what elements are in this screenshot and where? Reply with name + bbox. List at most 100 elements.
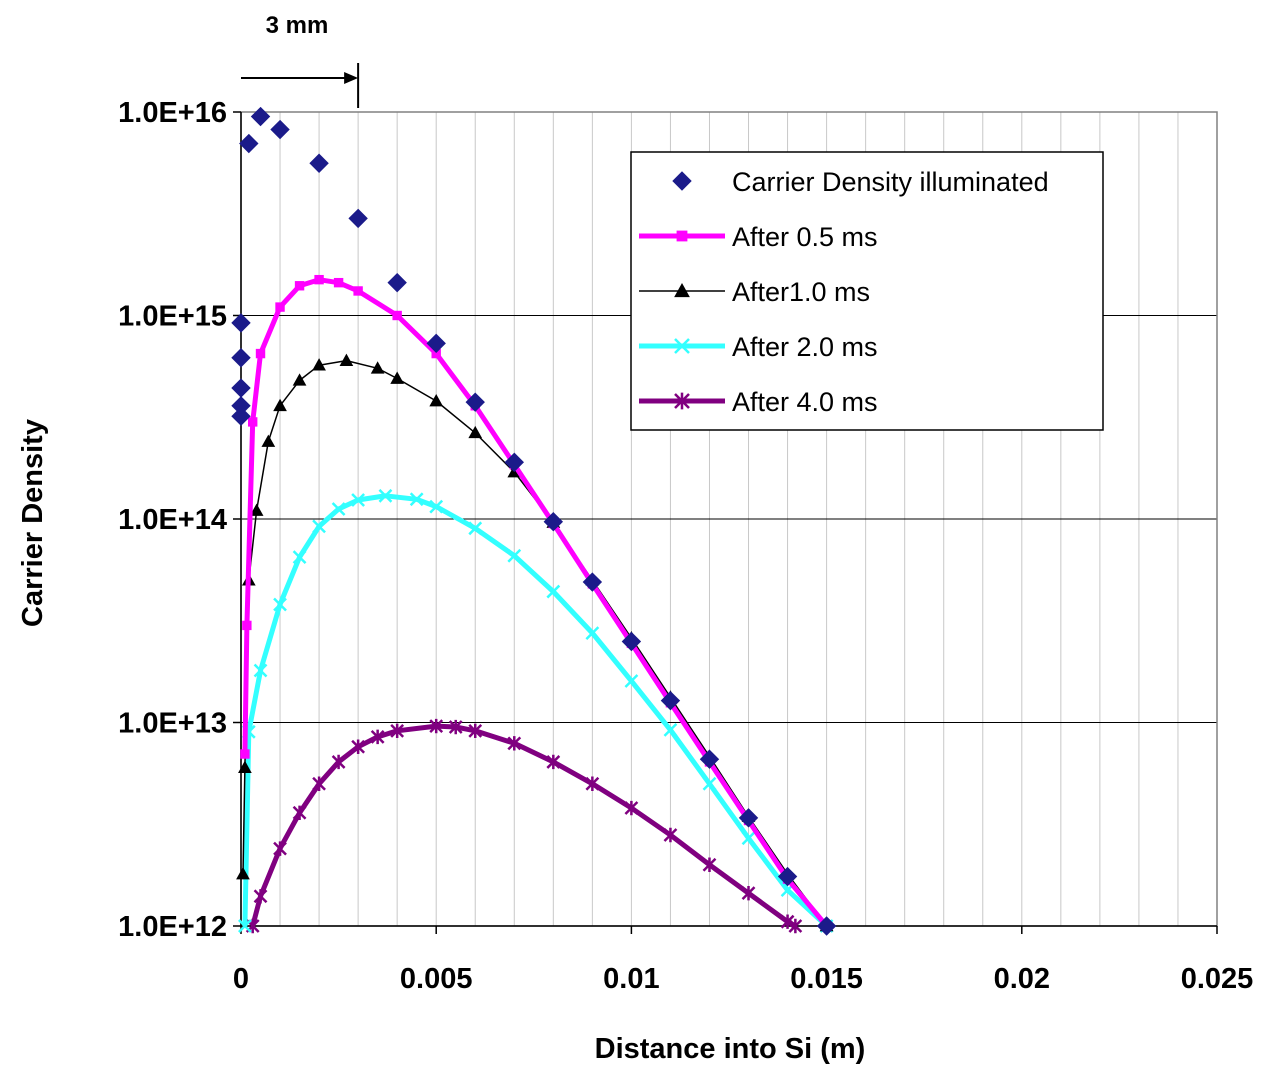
data-point bbox=[741, 885, 756, 901]
data-point bbox=[333, 277, 344, 288]
data-point bbox=[468, 425, 483, 439]
legend-marker bbox=[674, 338, 690, 354]
data-point bbox=[250, 106, 271, 127]
data-point bbox=[504, 452, 524, 472]
y-tick-label: 1.0E+13 bbox=[118, 708, 227, 740]
annotation: 3 mm bbox=[241, 12, 360, 108]
data-point bbox=[231, 378, 251, 398]
data-point bbox=[273, 597, 287, 612]
data-point bbox=[663, 827, 678, 843]
x-tick-label: 0.015 bbox=[790, 963, 863, 995]
series-3 bbox=[238, 488, 834, 933]
data-point bbox=[253, 663, 268, 678]
data-point bbox=[292, 373, 307, 386]
legend-marker bbox=[674, 282, 690, 298]
legend-label: After1.0 ms bbox=[732, 277, 870, 307]
data-point bbox=[331, 502, 346, 516]
data-point bbox=[312, 519, 326, 534]
data-point bbox=[429, 393, 444, 407]
data-point bbox=[238, 919, 252, 933]
y-tick-label: 1.0E+14 bbox=[118, 504, 227, 536]
series-0 bbox=[231, 106, 837, 936]
data-point bbox=[788, 918, 803, 934]
data-point bbox=[351, 739, 366, 754]
x-tick-label: 0.02 bbox=[994, 963, 1050, 995]
data-point bbox=[390, 723, 405, 739]
data-point bbox=[426, 333, 446, 354]
data-point bbox=[255, 348, 266, 359]
data-point bbox=[236, 867, 250, 880]
data-point bbox=[699, 749, 720, 769]
legend-item: After 0.5 ms bbox=[639, 222, 878, 252]
x-axis-title: Distance into Si (m) bbox=[595, 1033, 866, 1065]
axes bbox=[233, 111, 1218, 934]
y-tick-label: 1.0E+15 bbox=[118, 301, 227, 333]
data-point bbox=[621, 631, 642, 652]
data-point bbox=[543, 511, 564, 532]
data-point bbox=[409, 492, 424, 507]
data-point bbox=[546, 584, 561, 599]
x-tick-label: 0.01 bbox=[603, 963, 659, 995]
legend-marker bbox=[674, 392, 690, 410]
data-point bbox=[624, 674, 639, 688]
legend-item: Carrier Density illuminated bbox=[672, 167, 1049, 197]
data-point bbox=[370, 361, 385, 374]
legend: Carrier Density illuminated After 0.5 ms A… bbox=[630, 151, 1104, 431]
data-point bbox=[507, 548, 522, 563]
legend-marker bbox=[676, 230, 688, 242]
data-point bbox=[429, 499, 444, 514]
data-point bbox=[261, 434, 276, 447]
y-tick-label: 1.0E+12 bbox=[118, 911, 227, 943]
data-point bbox=[275, 302, 285, 312]
data-point bbox=[231, 313, 251, 333]
data-point bbox=[231, 348, 251, 368]
legend-label: After 0.5 ms bbox=[732, 222, 878, 252]
data-point bbox=[624, 800, 639, 816]
data-point bbox=[468, 723, 483, 739]
data-point bbox=[378, 488, 393, 503]
data-point bbox=[312, 358, 326, 371]
data-point bbox=[507, 736, 522, 751]
legend-item: After1.0 ms bbox=[639, 277, 870, 307]
data-point bbox=[292, 550, 307, 564]
data-point bbox=[353, 286, 363, 296]
data-point bbox=[392, 310, 402, 321]
data-point bbox=[309, 153, 329, 173]
data-point bbox=[468, 521, 483, 536]
data-point bbox=[465, 392, 485, 412]
data-point bbox=[270, 119, 290, 140]
data-point bbox=[273, 841, 287, 856]
data-point bbox=[331, 754, 346, 770]
data-point bbox=[370, 729, 385, 745]
data-point bbox=[702, 776, 717, 791]
data-point bbox=[351, 493, 366, 507]
data-point bbox=[249, 503, 264, 516]
data-point bbox=[292, 805, 307, 820]
data-point bbox=[348, 208, 368, 229]
data-point bbox=[448, 719, 463, 735]
data-point bbox=[339, 353, 354, 366]
x-tick-label: 0 bbox=[233, 963, 249, 995]
data-point bbox=[238, 760, 252, 773]
data-point bbox=[231, 406, 251, 426]
data-point bbox=[660, 690, 681, 711]
data-point bbox=[585, 776, 600, 791]
y-tick-label: 1.0E+16 bbox=[118, 97, 227, 129]
data-point bbox=[816, 916, 837, 936]
data-point bbox=[242, 620, 252, 631]
data-point bbox=[585, 626, 600, 640]
series-line bbox=[242, 359, 828, 927]
data-point bbox=[702, 857, 717, 872]
data-point bbox=[273, 398, 287, 412]
series-layer bbox=[231, 106, 837, 936]
data-point bbox=[231, 396, 251, 416]
data-point bbox=[738, 808, 759, 828]
data-point bbox=[312, 776, 326, 791]
tick-labels: 1.0E+16 1.0E+15 1.0E+14 1.0E+13 1.0E+120 0.00… bbox=[118, 97, 1253, 995]
data-point bbox=[741, 831, 756, 846]
data-point bbox=[248, 417, 258, 427]
data-point bbox=[253, 889, 268, 904]
data-point bbox=[546, 754, 561, 770]
